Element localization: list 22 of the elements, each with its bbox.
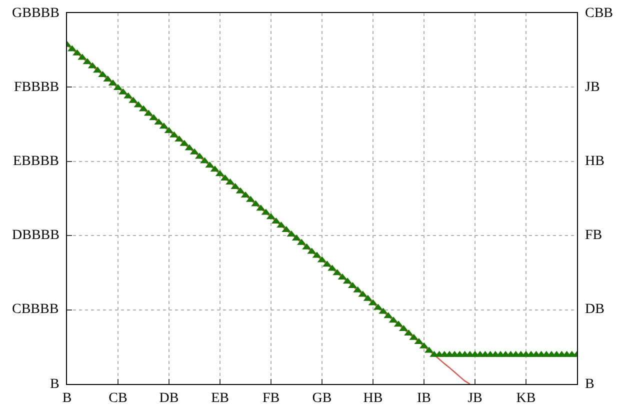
x-tick-label: FB <box>262 390 280 406</box>
x-tick-label: GB <box>312 390 332 406</box>
text: JB <box>585 80 600 95</box>
text: CBB <box>585 6 614 21</box>
text: FBBBB <box>14 80 60 95</box>
text: CBBBB <box>12 302 59 317</box>
x-tick-label: CB <box>108 390 128 406</box>
text: HB <box>585 154 604 169</box>
text: B <box>585 377 594 392</box>
text: DB <box>585 302 604 317</box>
x-tick-label: B <box>62 390 72 406</box>
x-tick-label: JB <box>468 390 482 406</box>
x-tick-label: DB <box>159 390 179 406</box>
x-tick-label: EB <box>211 390 229 406</box>
x-tick-label: KB <box>516 390 536 406</box>
text: EBBBB <box>13 154 59 169</box>
text: GBBBB <box>12 6 60 21</box>
text: FB <box>585 228 602 243</box>
text: DBBBB <box>12 228 60 243</box>
text: B <box>50 377 60 392</box>
x-tick-label: HB <box>363 390 383 406</box>
x-tick-label: IB <box>417 390 431 406</box>
